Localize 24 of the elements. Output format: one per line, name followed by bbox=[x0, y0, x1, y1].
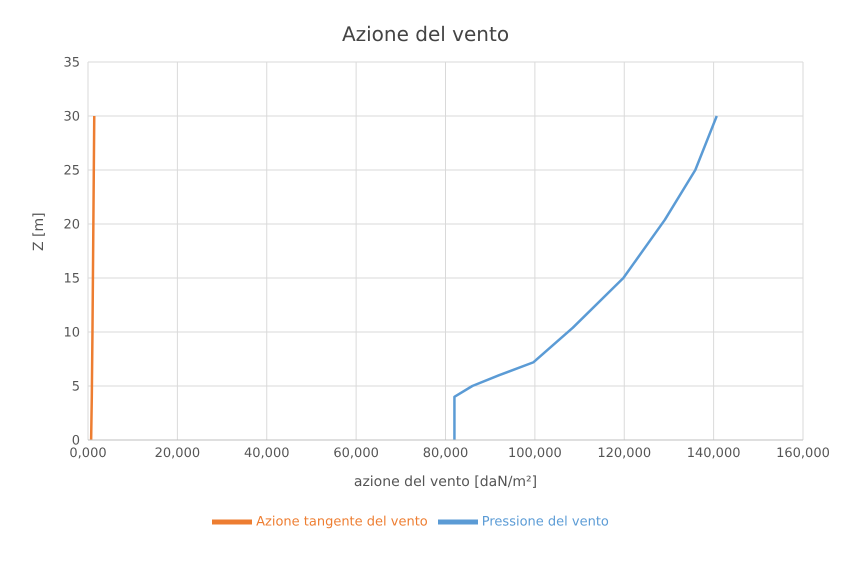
y-tick-label: 10 bbox=[63, 326, 80, 341]
y-tick-label: 20 bbox=[63, 218, 80, 233]
legend-label: Pressione del vento bbox=[482, 514, 609, 530]
x-tick-label: 40,000 bbox=[244, 446, 290, 462]
y-tick-label: 15 bbox=[63, 272, 80, 287]
x-tick-label: 120,000 bbox=[597, 446, 652, 462]
y-tick-label: 25 bbox=[63, 164, 80, 179]
y-tick-label: 35 bbox=[63, 56, 80, 71]
x-tick-label: 80,000 bbox=[422, 446, 468, 462]
x-tick-label: 60,000 bbox=[333, 446, 379, 462]
x-axis-title: azione del vento [daN/m²] bbox=[354, 474, 538, 490]
x-tick-label: 20,000 bbox=[154, 446, 200, 462]
x-tick-label: 140,000 bbox=[686, 446, 741, 462]
line-series bbox=[453, 114, 718, 440]
y-tick-label: 30 bbox=[63, 110, 80, 125]
x-tick-label: 0,000 bbox=[69, 446, 107, 462]
chart-title: Azione del vento bbox=[340, 21, 510, 48]
y-axis-title: Z [m] bbox=[30, 212, 47, 251]
x-tick-label: 160,000 bbox=[776, 446, 830, 462]
line-series bbox=[90, 114, 96, 440]
legend-label: Azione tangente del vento bbox=[256, 514, 428, 530]
x-tick-label: 100,000 bbox=[508, 446, 562, 462]
y-tick-label: 5 bbox=[72, 380, 80, 395]
y-tick-label: 0 bbox=[72, 434, 80, 449]
